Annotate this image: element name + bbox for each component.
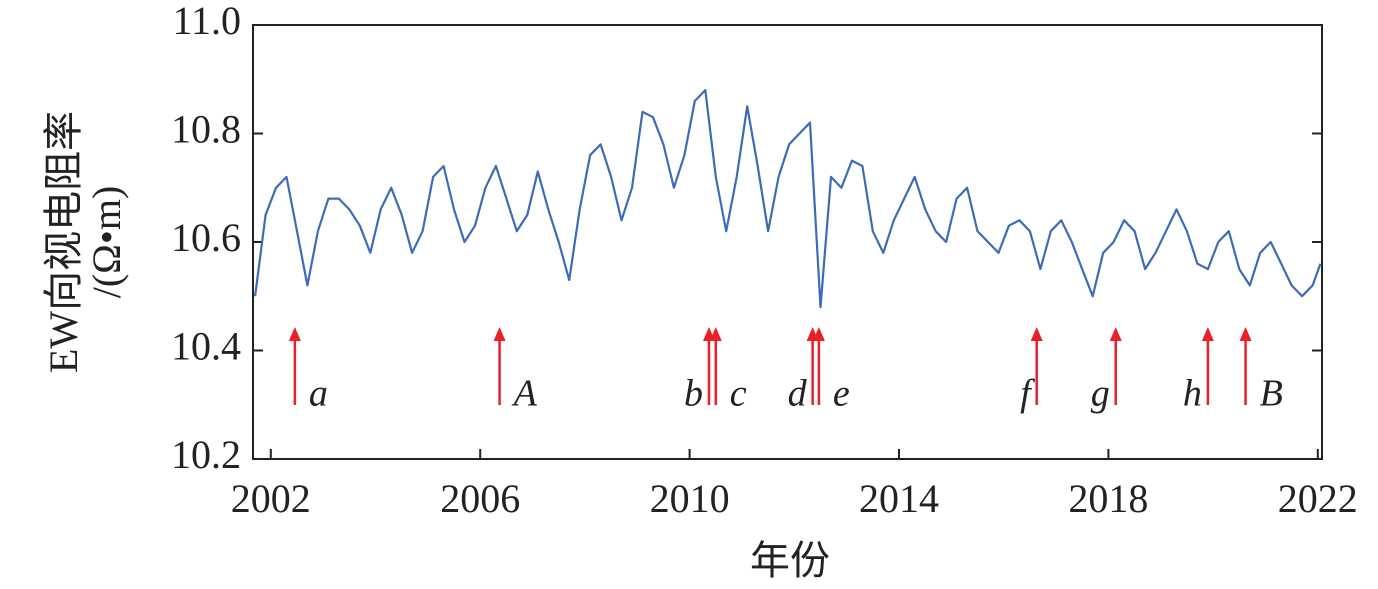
y-tick-label: 11.0 (172, 0, 241, 43)
event-arrow-head (1201, 327, 1214, 341)
event-label: h (1183, 373, 1202, 415)
y-tick-label: 10.6 (171, 215, 241, 260)
event-label: d (788, 373, 808, 415)
event-label: f (1020, 373, 1035, 415)
event-arrow-head (493, 327, 506, 341)
event-label: e (833, 373, 850, 415)
y-tick-label: 10.2 (171, 432, 241, 477)
event-label: B (1260, 373, 1283, 415)
event-label: a (309, 373, 328, 415)
event-label: g (1091, 373, 1110, 415)
x-tick-label: 2014 (859, 476, 939, 521)
event-arrow-head (1239, 327, 1252, 341)
y-tick-label: 10.4 (171, 324, 241, 369)
y-axis-label-line: EW向视电阻率 (41, 111, 86, 373)
event-arrow-head (812, 327, 825, 341)
y-axis-label-line: /(Ω•m) (84, 186, 129, 299)
data-line (254, 89, 1322, 309)
event-arrow-head (1030, 327, 1043, 341)
x-axis-label: 年份 (750, 538, 830, 583)
event-arrow-head (1109, 327, 1122, 341)
event-label: b (684, 373, 703, 415)
x-tick-label: 2002 (231, 476, 311, 521)
y-tick-label: 10.8 (171, 107, 241, 152)
y-axis-label: EW向视电阻率 /(Ω•m) (41, 111, 129, 373)
event-label: A (511, 373, 538, 415)
event-arrow-head (288, 327, 301, 341)
x-tick-label: 2010 (650, 476, 730, 521)
event-arrow-head (709, 327, 722, 341)
x-tick-label: 2018 (1068, 476, 1148, 521)
x-tick-label: 2022 (1278, 476, 1358, 521)
x-tick-label: 2006 (440, 476, 520, 521)
event-label: c (730, 373, 747, 415)
